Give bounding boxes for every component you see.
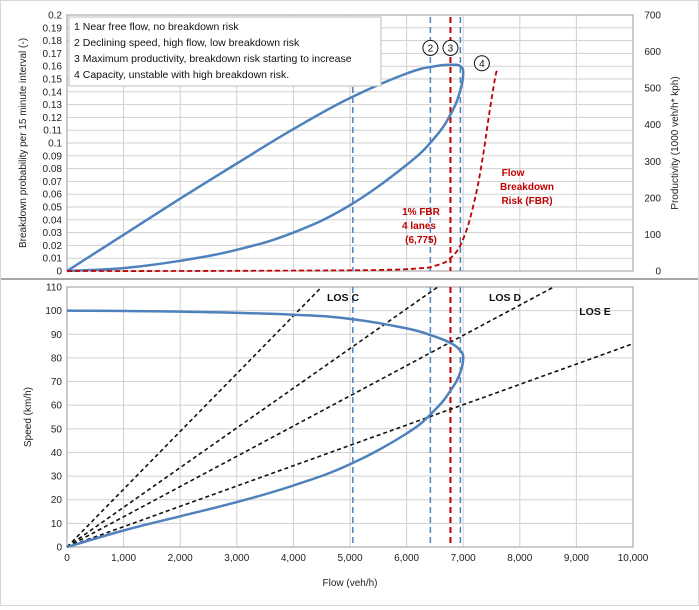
legend-item-4: 4 Capacity, unstable with high breakdown… <box>74 69 289 81</box>
legend: 1 Near free flow, no breakdown risk 2 De… <box>68 16 382 87</box>
bottom-y-tick-label: 90 <box>51 330 63 341</box>
top-y-tick-label: 0.16 <box>43 62 63 73</box>
bottom-x-tick-label: 8,000 <box>507 553 532 564</box>
fbr-annotation-line-3: Risk (FBR) <box>501 196 552 207</box>
marker-label-4: 4 <box>479 59 485 70</box>
one-percent-line-3: (6,775) <box>405 235 437 246</box>
bottom-x-tick-label: 0 <box>64 553 70 564</box>
top-y2-tick-label: 100 <box>644 230 661 241</box>
bottom-y-tick-label: 70 <box>51 377 63 388</box>
bottom-x-tick-label: 3,000 <box>224 553 249 564</box>
top-y-tick-label: 0.09 <box>43 151 63 162</box>
top-y-tick-label: 0.14 <box>43 87 63 98</box>
top-y-axis-label: Breakdown probability per 15 minute inte… <box>18 38 29 248</box>
los-e-label: LOS E <box>579 306 611 318</box>
top-y-tick-label: 0.12 <box>43 113 63 124</box>
top-y2-tick-label: 700 <box>644 11 661 22</box>
bottom-y-tick-label: 60 <box>51 401 63 412</box>
top-y-tick-label: 0.01 <box>43 254 63 265</box>
productivity-curve <box>66 63 465 273</box>
bottom-x-tick-label: 4,000 <box>281 553 306 564</box>
bottom-y-tick-label: 110 <box>46 283 62 294</box>
top-y-tick-label: 0.04 <box>43 215 63 226</box>
bottom-x-tick-label: 9,000 <box>564 553 589 564</box>
top-y-tick-label: 0.15 <box>43 75 63 86</box>
top-y2-tick-label: 300 <box>644 157 661 168</box>
fbr-annotation-line-1: Flow <box>502 168 525 179</box>
bottom-y-tick-label: 20 <box>51 495 63 506</box>
bottom-plot-area <box>66 286 634 548</box>
top-y2-tick-label: 0 <box>655 267 661 278</box>
top-y-tick-label: 0.08 <box>43 164 63 175</box>
bottom-x-tick-label: 1,000 <box>111 553 136 564</box>
bottom-x-tick-label: 5,000 <box>337 553 362 564</box>
top-y-tick-label: 0.06 <box>43 190 63 201</box>
los-lines <box>66 286 634 548</box>
los-line-3 <box>66 286 555 548</box>
bottom-y-axis-label: Speed (km/h) <box>23 387 34 447</box>
bottom-y-tick-label: 40 <box>51 448 63 459</box>
los-d-label: LOS D <box>489 292 522 304</box>
top-y-tick-label: 0.19 <box>43 23 63 34</box>
top-y-tick-label: 0 <box>56 267 62 278</box>
bottom-x-tick-label: 6,000 <box>394 553 419 564</box>
legend-item-1: 1 Near free flow, no breakdown risk <box>74 21 239 33</box>
top-y-tick-label: 0.11 <box>43 126 62 137</box>
top-y2-tick-label: 200 <box>644 193 661 204</box>
marker-label-3: 3 <box>448 43 454 54</box>
top-y-tick-label: 0.17 <box>43 49 63 60</box>
bottom-ticks: 0 1,000 2,000 3,000 4,000 5,000 6,000 7,000 8,00… <box>45 283 648 565</box>
top-y-tick-label: 0.1 <box>48 139 62 150</box>
bottom-y-tick-label: 80 <box>51 353 63 364</box>
top-y2-axis-label: Productivity (1000 veh/h* kph) <box>670 76 681 209</box>
top-y-tick-label: 0.03 <box>43 228 63 239</box>
bottom-x-axis-label: Flow (veh/h) <box>322 578 377 589</box>
marker-circle-3 <box>442 39 459 56</box>
bottom-y-tick-label: 0 <box>56 543 62 554</box>
bottom-y-tick-label: 50 <box>51 424 63 435</box>
top-y2-tick-label: 500 <box>644 84 661 95</box>
bottom-x-tick-label: 10,000 <box>618 553 649 564</box>
los-line-1 <box>66 286 323 548</box>
top-y-tick-label: 0.2 <box>48 11 62 22</box>
top-y-tick-label: 0.13 <box>43 100 63 111</box>
one-percent-line-1: 1% FBR <box>402 207 441 218</box>
breakdown-risk-curve <box>66 69 499 272</box>
fbr-annotation: Flow Breakdown Risk (FBR) <box>500 168 554 207</box>
legend-item-3: 3 Maximum productivity, breakdown risk s… <box>74 53 352 65</box>
one-percent-fbr-annotation: 1% FBR 4 lanes (6,775) <box>402 207 441 246</box>
speed-flow-curve <box>66 309 465 549</box>
bottom-x-tick-label: 7,000 <box>451 553 476 564</box>
los-line-4 <box>66 342 634 548</box>
one-percent-line-2: 4 lanes <box>402 221 436 232</box>
legend-box <box>68 16 382 87</box>
bottom-y-tick-label: 10 <box>51 519 63 530</box>
top-ticks: 00.010.020.030.040.050.060.070.080.090.1… <box>43 11 662 278</box>
marker-label-2: 2 <box>428 43 434 54</box>
bottom-grid <box>67 287 633 547</box>
bottom-y-tick-label: 30 <box>51 472 63 483</box>
top-y-tick-label: 0.05 <box>43 203 63 214</box>
bottom-x-tick-label: 2,000 <box>168 553 193 564</box>
los-c-label: LOS C <box>327 292 360 304</box>
series-group <box>66 63 499 549</box>
top-y-tick-label: 0.07 <box>43 177 63 188</box>
top-y2-tick-label: 600 <box>644 47 661 58</box>
marker-circle-2 <box>422 39 439 56</box>
top-y2-tick-label: 400 <box>644 120 661 131</box>
legend-item-2: 2 Declining speed, high flow, low breakd… <box>74 37 300 49</box>
los-line-2 <box>66 286 439 548</box>
fbr-annotation-line-2: Breakdown <box>500 182 554 193</box>
bottom-y-tick-label: 100 <box>45 306 62 317</box>
marker-circle-4 <box>473 55 490 72</box>
top-y-tick-label: 0.18 <box>43 36 63 47</box>
top-y-tick-label: 0.02 <box>43 241 63 252</box>
